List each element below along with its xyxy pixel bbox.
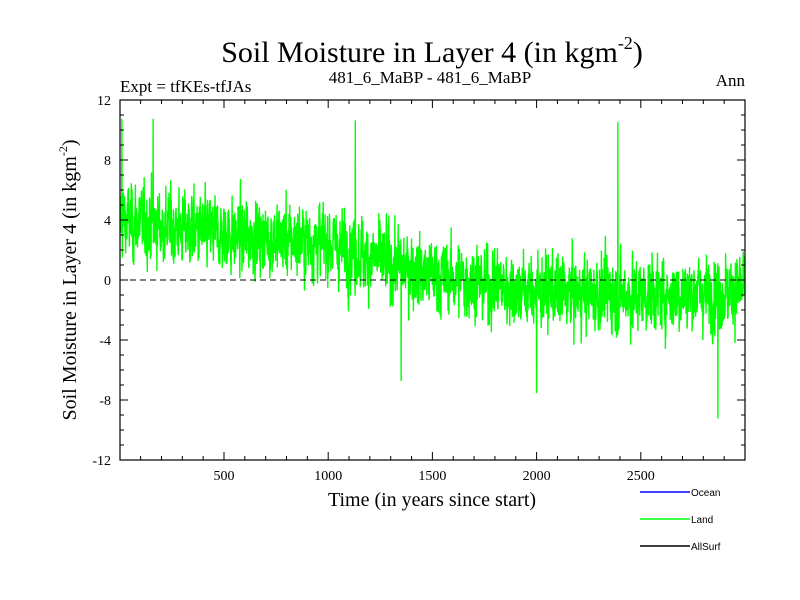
y-tick-label: -12 xyxy=(92,454,111,469)
y-axis-label: Soil Moisture in Layer 4 (in kgm-2) xyxy=(56,139,81,420)
legend-label-allsurf: AllSurf xyxy=(691,542,721,553)
y-tick-label: 8 xyxy=(104,154,111,169)
y-tick-label: 12 xyxy=(97,94,111,109)
x-tick-label: 1000 xyxy=(314,469,342,484)
chart-title-sup: -2 xyxy=(618,33,633,53)
series-layer xyxy=(120,118,745,419)
x-tick-label: 500 xyxy=(213,469,234,484)
y-tick-label: -8 xyxy=(99,394,111,409)
tick-label-layer: -12 -8 -4 0 4 8 12 500 1000 1500 2000 2500 xyxy=(92,94,654,484)
chart-title: Soil Moisture in Layer 4 (in kgm-2) xyxy=(221,33,643,69)
x-axis-label: Time (in years since start) xyxy=(328,489,536,511)
x-tick-label: 2000 xyxy=(523,469,551,484)
y-axis-label-sup: -2 xyxy=(56,146,70,156)
tick-layer xyxy=(120,99,745,461)
legend: Ocean Land AllSurf xyxy=(640,488,721,553)
x-tick-label: 1500 xyxy=(418,469,446,484)
y-tick-label: 0 xyxy=(104,274,111,289)
season-label: Ann xyxy=(716,71,746,90)
experiment-label: Expt = tfKEs-tfJAs xyxy=(120,77,251,96)
chart-title-main: Soil Moisture in Layer 4 (in kgm xyxy=(221,36,618,69)
series-line-land xyxy=(120,118,745,419)
legend-label-land: Land xyxy=(691,515,713,526)
period-label: 481_6_MaBP - 481_6_MaBP xyxy=(329,68,531,87)
legend-label-ocean: Ocean xyxy=(691,488,720,499)
y-axis-label-main: Soil Moisture in Layer 4 (in kgm xyxy=(59,156,81,421)
y-tick-label: -4 xyxy=(99,334,111,349)
chart-title-close: ) xyxy=(633,36,643,69)
y-axis-label-close: ) xyxy=(59,139,81,146)
y-tick-label: 4 xyxy=(104,214,111,229)
x-tick-label: 2500 xyxy=(627,469,655,484)
